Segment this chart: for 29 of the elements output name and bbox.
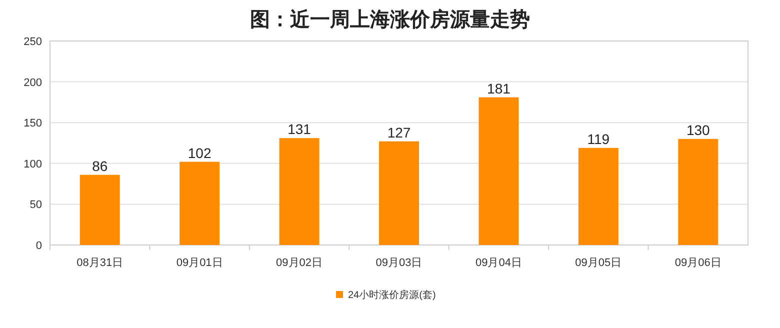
bar — [80, 174, 120, 245]
x-tick-label: 08月31日 — [76, 257, 124, 269]
bar — [578, 148, 618, 245]
y-tick-label: 100 — [24, 158, 42, 170]
legend-label: 24小时涨价房源(套) — [348, 289, 436, 301]
data-label: 119 — [587, 130, 610, 147]
x-tick-label: 09月06日 — [674, 257, 722, 269]
y-tick-label: 150 — [24, 118, 42, 130]
y-tick-label: 250 — [24, 36, 42, 48]
x-tick-label: 09月03日 — [376, 257, 422, 269]
data-label: 86 — [92, 158, 108, 174]
data-label: 130 — [686, 122, 710, 138]
bar — [279, 138, 320, 245]
y-tick-label: 200 — [24, 76, 42, 89]
data-label: 131 — [288, 121, 312, 138]
chart-title: 图：近一周上海涨价房源量走势 — [250, 8, 530, 31]
y-tick-label: 50 — [30, 199, 42, 212]
x-tick-label: 09月05日 — [575, 257, 622, 269]
bar — [180, 162, 220, 245]
x-tick-label: 09月04日 — [475, 257, 522, 269]
x-tick-label: 09月02日 — [276, 257, 323, 269]
bar — [478, 97, 519, 245]
data-label: 181 — [487, 80, 511, 96]
data-label: 102 — [188, 144, 212, 161]
y-tick-label: 0 — [36, 240, 42, 252]
bar — [379, 141, 419, 245]
bar — [678, 138, 718, 245]
x-tick-label: 09月01日 — [176, 257, 223, 269]
data-label: 127 — [387, 124, 411, 140]
